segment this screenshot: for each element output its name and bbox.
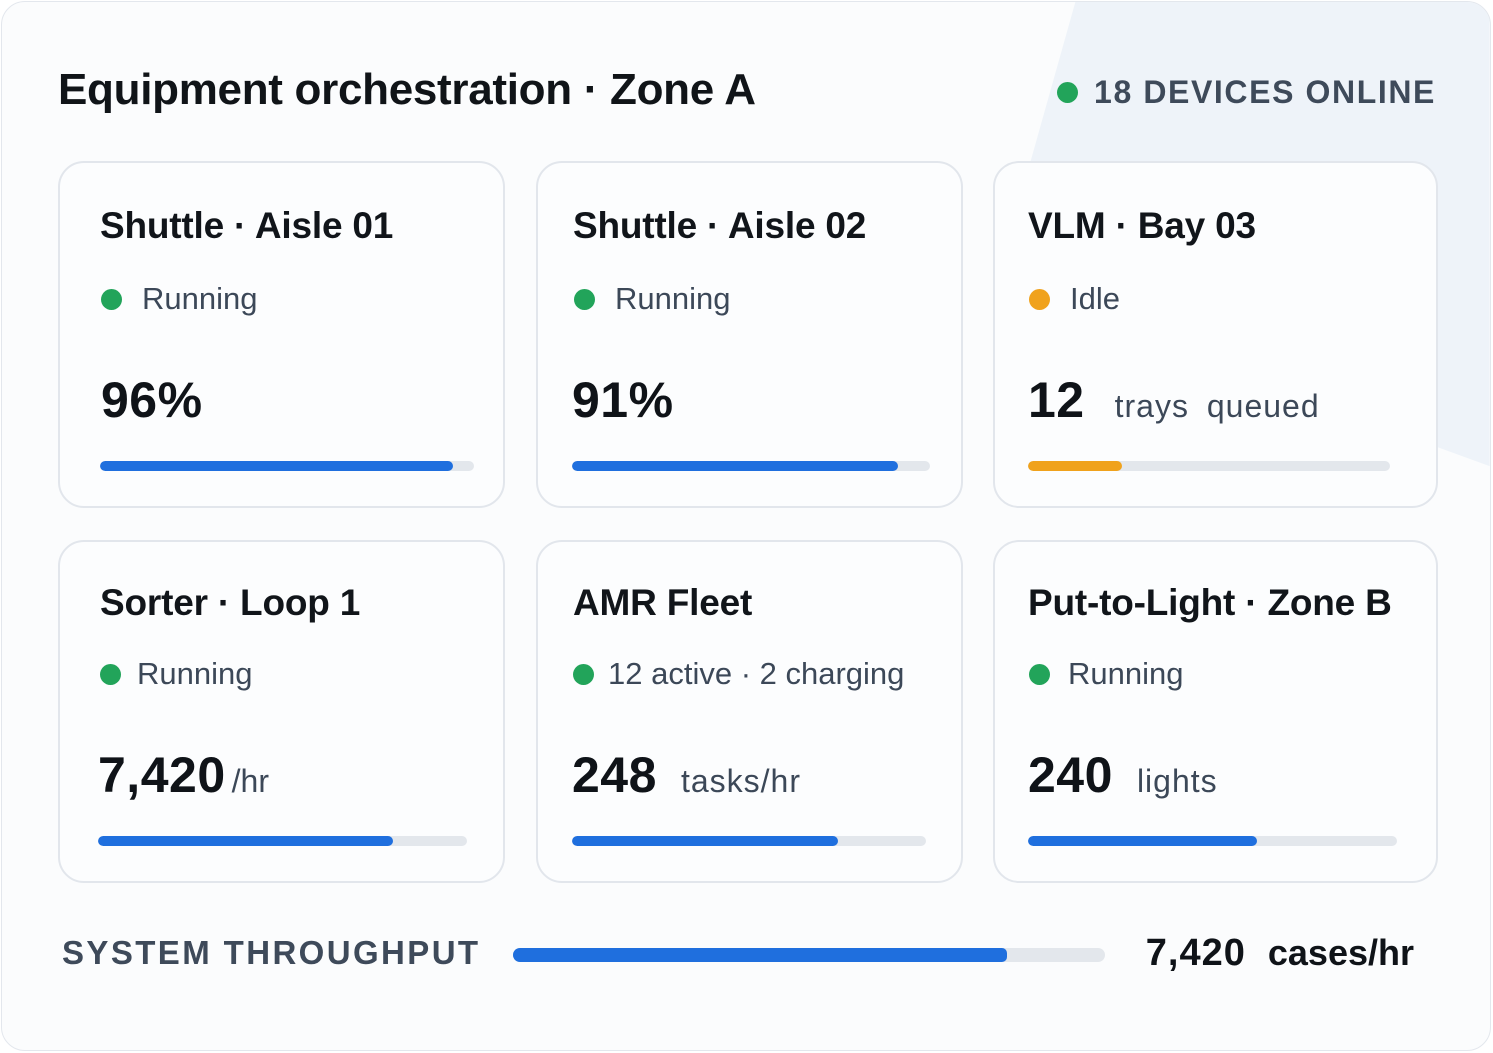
- metric-value: 240: [1028, 747, 1113, 803]
- throughput-unit: cases/hr: [1267, 932, 1414, 973]
- card-title: AMR Fleet: [573, 582, 753, 623]
- device-card-shuttle-aisle-01[interactable]: Shuttle · Aisle 01 Running 96%: [58, 161, 505, 508]
- status-label: Running: [1068, 656, 1184, 691]
- progress-bar-fill: [1028, 461, 1123, 471]
- status-dot: [574, 288, 595, 310]
- progress-bar-fill: [572, 461, 899, 471]
- online-status-dot: [1057, 81, 1079, 103]
- metric-value: 248: [572, 747, 657, 803]
- card-status: Running: [101, 281, 257, 317]
- status-dot: [101, 288, 122, 310]
- metric-unit: trays queued: [1114, 388, 1320, 424]
- metric-unit: lights: [1136, 763, 1218, 799]
- card-metric: 91%: [572, 371, 674, 429]
- card-status: 12 active · 2 charging: [573, 656, 904, 692]
- status-label: Running: [142, 281, 258, 316]
- card-title: VLM · Bay 03: [1028, 205, 1256, 246]
- system-throughput-bar-fill: [513, 948, 1008, 962]
- metric-value: 91%: [572, 372, 674, 428]
- device-card-put-to-light-zone-b[interactable]: Put-to-Light · Zone B Running 240 lights: [993, 540, 1438, 883]
- page-title: Equipment orchestration · Zone A: [58, 65, 756, 114]
- status-label: 12 active · 2 charging: [608, 656, 905, 691]
- metric-value: 7,420: [98, 747, 226, 803]
- status-label: Running: [137, 656, 253, 691]
- card-status: Running: [100, 656, 252, 692]
- throughput-number: 7,420: [1145, 932, 1246, 974]
- card-status: Running: [1029, 656, 1183, 692]
- card-metric: 12 trays queued: [1028, 371, 1320, 429]
- device-card-vlm-bay-03[interactable]: VLM · Bay 03 Idle 12 trays queued: [993, 161, 1438, 508]
- card-title: Shuttle · Aisle 02: [573, 205, 867, 246]
- card-status: Idle: [1029, 281, 1120, 317]
- progress-bar: [1028, 461, 1390, 471]
- card-title: Put-to-Light · Zone B: [1028, 582, 1392, 623]
- device-card-shuttle-aisle-02[interactable]: Shuttle · Aisle 02 Running 91%: [536, 161, 963, 508]
- system-throughput-bar: [513, 948, 1105, 962]
- progress-bar-fill: [572, 836, 838, 846]
- status-dot: [1029, 663, 1050, 685]
- progress-bar: [1028, 836, 1397, 846]
- status-dot: [1029, 288, 1050, 310]
- progress-bar-fill: [98, 836, 394, 846]
- progress-bar: [572, 836, 926, 846]
- device-card-sorter-loop-1[interactable]: Sorter · Loop 1 Running 7,420 /hr: [58, 540, 505, 883]
- card-metric: 248 tasks/hr: [572, 746, 801, 804]
- device-card-amr-fleet[interactable]: AMR Fleet 12 active · 2 charging 248 tas…: [536, 540, 963, 883]
- progress-bar: [100, 461, 474, 471]
- card-title: Shuttle · Aisle 01: [100, 205, 394, 246]
- progress-bar-fill: [1028, 836, 1257, 846]
- card-status: Running: [574, 281, 730, 317]
- metric-unit: /hr: [231, 763, 269, 799]
- progress-bar-fill: [100, 461, 454, 471]
- card-title: Sorter · Loop 1: [100, 582, 361, 623]
- status-dot: [573, 663, 594, 685]
- header: Equipment orchestration · Zone A 18 DEVI…: [58, 62, 1436, 118]
- progress-bar: [572, 461, 930, 471]
- metric-unit: tasks/hr: [680, 763, 801, 799]
- system-throughput-value: 7,420 cases/hr: [1146, 932, 1414, 975]
- progress-bar: [98, 836, 467, 846]
- status-label: Idle: [1070, 281, 1120, 316]
- devices-online-label: 18 DEVICES ONLINE: [1094, 73, 1436, 110]
- system-throughput-label: SYSTEM THROUGHPUT: [62, 934, 481, 971]
- metric-value: 12: [1028, 372, 1085, 428]
- status-label: Running: [615, 281, 731, 316]
- card-metric: 96%: [101, 371, 203, 429]
- card-metric: 7,420 /hr: [98, 746, 269, 804]
- status-dot: [100, 663, 121, 685]
- card-metric: 240 lights: [1028, 746, 1218, 804]
- devices-online-indicator: 18 DEVICES ONLINE: [1057, 74, 1436, 111]
- metric-value: 96%: [101, 372, 203, 428]
